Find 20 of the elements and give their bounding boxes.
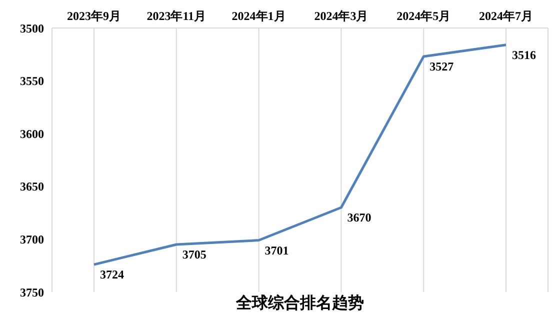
line-series <box>92 44 508 266</box>
x-tick-label: 2024年5月 <box>396 9 451 23</box>
x-tick-label: 2023年9月 <box>67 9 121 23</box>
x-tick-label: 2024年3月 <box>314 9 368 23</box>
x-tick-label: 2024年7月 <box>479 9 533 23</box>
data-label: 3670 <box>347 210 372 225</box>
y-tick-label: 3700 <box>20 232 44 246</box>
data-label: 3705 <box>182 247 206 262</box>
x-tick-label: 2024年1月 <box>232 9 286 23</box>
y-tick-label: 3500 <box>20 21 44 36</box>
x-tick-label: 2023年11月 <box>146 9 206 23</box>
data-label: 3701 <box>264 243 289 258</box>
y-tick-label: 3550 <box>20 74 44 88</box>
data-label: 3527 <box>430 60 454 74</box>
data-label: 3724 <box>100 268 124 282</box>
y-tick-label: 3600 <box>20 126 44 141</box>
y-tick-label: 3650 <box>20 180 44 194</box>
y-tick-label: 3750 <box>20 285 44 300</box>
text: 全球综合排名趋势 <box>234 293 365 314</box>
data-label: 3516 <box>512 48 536 62</box>
